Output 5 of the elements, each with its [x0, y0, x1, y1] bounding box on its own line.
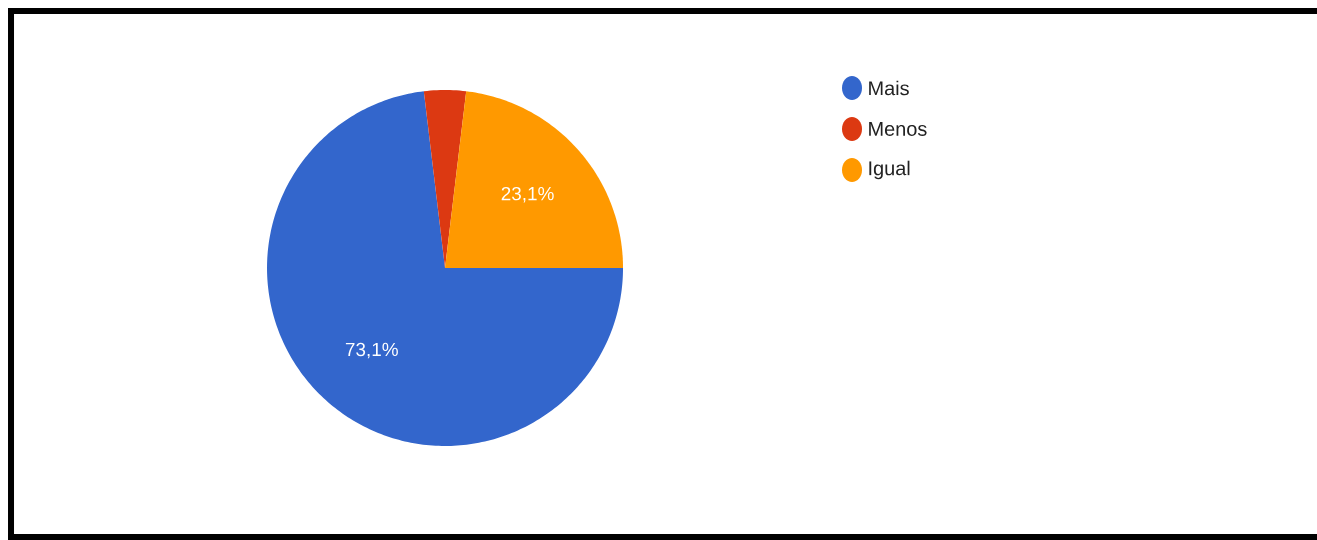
legend-label: Mais — [869, 80, 909, 96]
data-label: 73,1% — [345, 342, 398, 359]
legend-label: Menos — [869, 122, 927, 136]
legend-label: Igual — [869, 160, 910, 180]
data-label: 23,1% — [501, 186, 554, 203]
